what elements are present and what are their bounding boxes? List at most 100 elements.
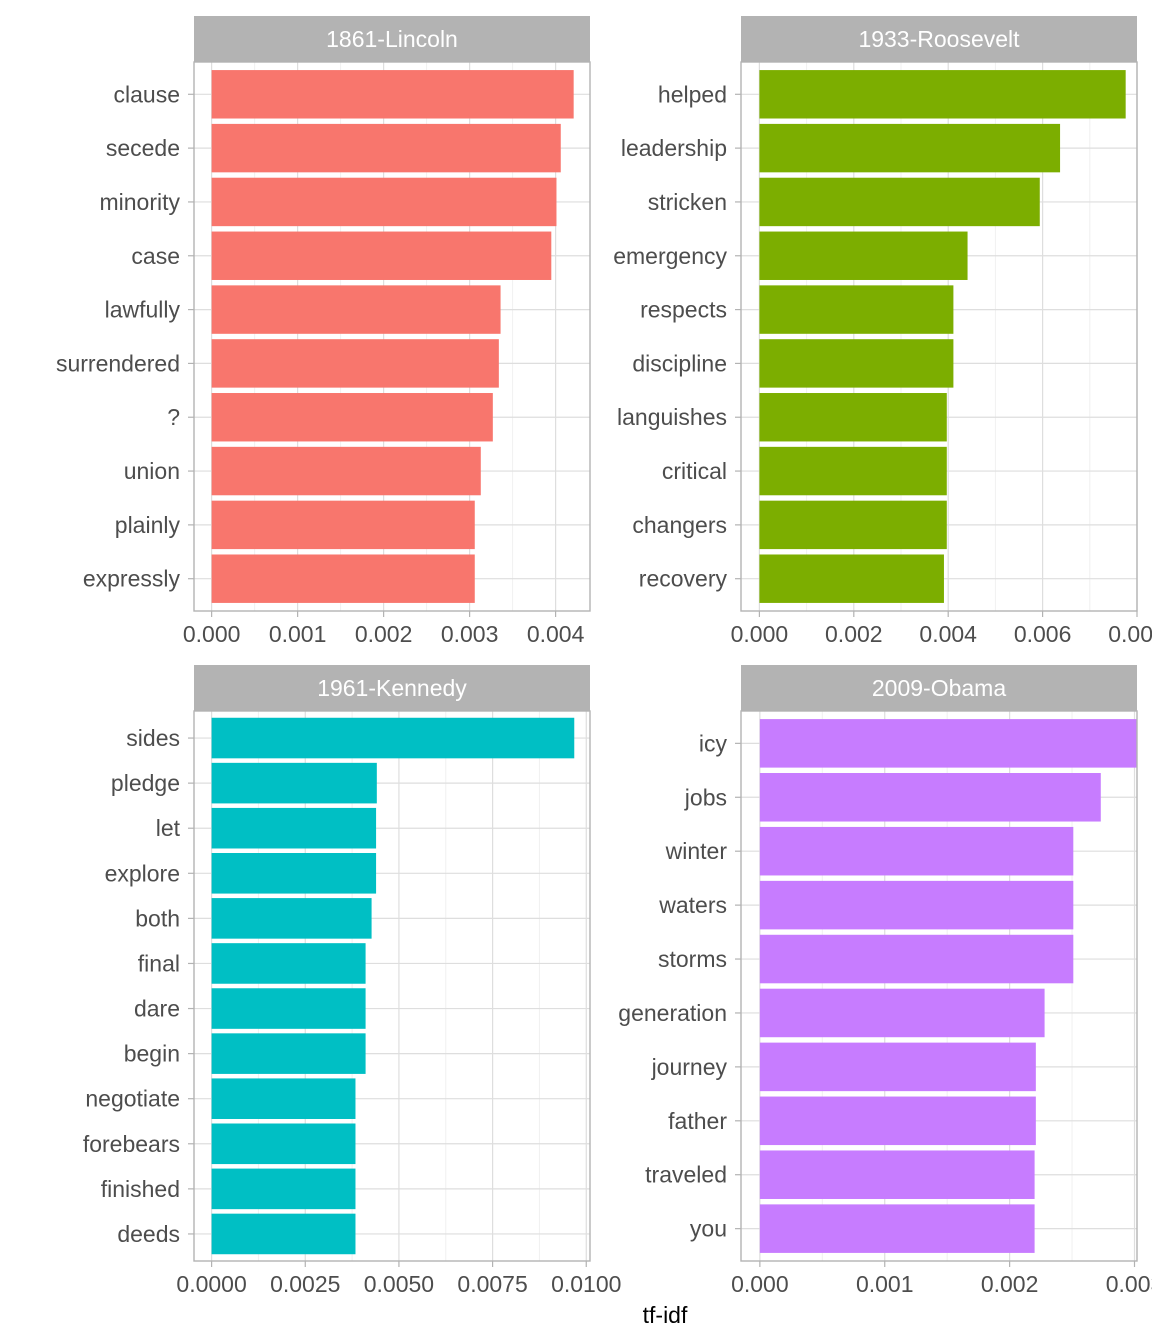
category-label: generation [618, 1000, 727, 1026]
x-tick-label: 0.000 [183, 621, 241, 647]
bar-item-6 [211, 393, 493, 442]
category-label: lawfully [105, 297, 181, 323]
category-label: forebears [83, 1131, 180, 1157]
category-label: storms [658, 946, 727, 972]
x-tick-label: 0.0100 [551, 1271, 621, 1297]
category-label: negotiate [85, 1086, 180, 1112]
bar-critical [759, 446, 947, 496]
bar-helped [759, 70, 1126, 119]
category-label: surrendered [56, 350, 180, 376]
facet-strip [194, 665, 590, 711]
category-label: emergency [613, 243, 727, 269]
category-label: plainly [115, 512, 181, 538]
bar-minority [211, 177, 557, 227]
bar-emergency [759, 231, 968, 280]
category-label: father [668, 1108, 727, 1134]
x-tick-label: 0.003 [1106, 1271, 1152, 1297]
bar-leadership [759, 123, 1061, 173]
bar-sides [211, 717, 575, 759]
bar-both [211, 898, 372, 939]
bar-recovery [759, 554, 944, 603]
x-tick-label: 0.0075 [457, 1271, 527, 1297]
x-tick-label: 0.002 [825, 621, 883, 647]
bar-secede [211, 123, 561, 173]
facet-panels: 1861-Lincoln clause secede minority case lawf… [56, 16, 1152, 1297]
category-label: begin [124, 1041, 180, 1067]
x-tick-label: 0.001 [856, 1271, 914, 1297]
bar-winter [759, 826, 1074, 876]
bar-waters [759, 880, 1074, 930]
category-label: leadership [621, 135, 727, 161]
category-label: pledge [111, 770, 180, 796]
bar-dare [211, 988, 366, 1029]
panel-border [740, 61, 1138, 612]
category-label: icy [699, 730, 728, 756]
facet-strip [741, 665, 1137, 711]
category-label: helped [658, 81, 727, 107]
category-label: jobs [684, 784, 727, 810]
panel-border [740, 710, 1138, 1262]
category-label: dare [134, 996, 180, 1022]
bar-plainly [211, 500, 475, 550]
category-label: minority [99, 189, 180, 215]
bar-forebears [211, 1123, 356, 1165]
facet-panel-1933-roosevelt: 1933-Roosevelt helped leadership stricken em… [613, 16, 1152, 647]
bar-jobs [759, 773, 1101, 822]
bar-clause [211, 70, 574, 119]
facet-panel-1861-lincoln: 1861-Lincoln clause secede minority case lawf… [56, 16, 591, 647]
bar-finished [211, 1168, 356, 1210]
bar-deeds [211, 1213, 356, 1255]
category-label: expressly [83, 566, 181, 592]
bar-final [211, 943, 366, 984]
category-label: respects [640, 297, 727, 323]
bar-icy [759, 719, 1137, 768]
facet-strip [194, 16, 590, 62]
x-axis-title: tf-idf [643, 1302, 688, 1328]
facet-strip [741, 16, 1137, 62]
bar-case [211, 231, 552, 280]
bar-pledge [211, 762, 377, 804]
bar-stricken [759, 177, 1040, 227]
bar-explore [211, 853, 377, 894]
x-tick-label: 0.001 [269, 621, 327, 647]
facet-panel-2009-obama: 2009-Obama icy jobs winter waters storms gener… [618, 665, 1152, 1297]
category-label: deeds [117, 1221, 180, 1247]
x-tick-label: 0.008 [1108, 621, 1152, 647]
bar-father [759, 1096, 1036, 1146]
facet-panel-1961-kennedy: 1961-Kennedy sides pledge let explore both fin… [83, 665, 621, 1297]
facet-title: 1933-Roosevelt [858, 26, 1020, 52]
bar-discipline [759, 339, 954, 388]
facet-title: 1861-Lincoln [326, 26, 458, 52]
bar-generation [759, 988, 1045, 1038]
category-label: you [690, 1216, 727, 1242]
bar-you [759, 1204, 1035, 1253]
x-tick-label: 0.000 [731, 1271, 789, 1297]
category-label: waters [658, 892, 727, 918]
bar-union [211, 446, 481, 496]
x-tick-label: 0.004 [527, 621, 585, 647]
category-label: clause [114, 81, 180, 107]
x-tick-label: 0.004 [919, 621, 977, 647]
x-tick-label: 0.002 [981, 1271, 1039, 1297]
category-label: secede [106, 135, 180, 161]
category-label: case [131, 243, 180, 269]
bar-let [211, 807, 377, 849]
category-label: ? [167, 404, 180, 430]
category-label: stricken [648, 189, 727, 215]
facet-title: 1961-Kennedy [317, 675, 467, 701]
bar-surrendered [211, 339, 499, 388]
x-tick-label: 0.006 [1014, 621, 1072, 647]
category-label: traveled [645, 1162, 727, 1188]
category-label: discipline [632, 350, 727, 376]
bar-expressly [211, 554, 475, 603]
category-label: journey [651, 1054, 728, 1080]
category-label: finished [101, 1176, 180, 1202]
category-label: critical [662, 458, 727, 484]
category-label: changers [632, 512, 727, 538]
bar-negotiate [211, 1078, 356, 1119]
bar-begin [211, 1033, 366, 1074]
category-label: union [124, 458, 180, 484]
bar-languishes [759, 393, 947, 442]
facet-title: 2009-Obama [872, 675, 1006, 701]
